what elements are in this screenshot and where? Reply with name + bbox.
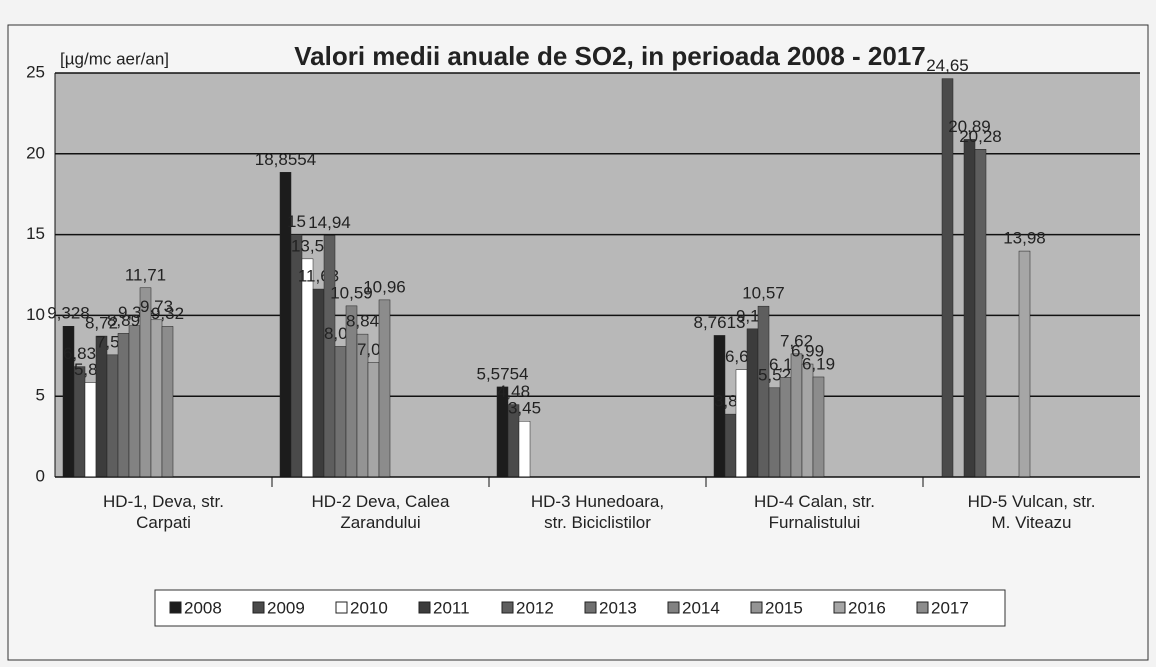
data-label: 13,98 (1003, 229, 1046, 248)
legend-label: 2016 (848, 598, 886, 617)
legend-swatch (252, 601, 265, 614)
bar (95, 335, 108, 478)
legend-swatch (584, 601, 597, 614)
data-label: 14,94 (308, 213, 351, 232)
data-label: 9,328 (47, 304, 90, 323)
bar (724, 413, 737, 478)
y-tick-label: 5 (36, 386, 45, 405)
data-label: 20,28 (959, 127, 1002, 146)
bar (106, 354, 119, 478)
y-tick-label: 25 (26, 62, 45, 81)
legend-swatch (169, 601, 182, 614)
bar (378, 299, 391, 478)
data-label: 9,73 (140, 297, 173, 316)
data-label: 5,5754 (477, 364, 529, 383)
bar (963, 139, 976, 478)
legend-swatch (418, 601, 431, 614)
bar (790, 353, 803, 478)
plot-area (55, 73, 1140, 477)
chart-title: Valori medii anuale de SO2, in perioada … (294, 41, 926, 71)
data-label: 6,19 (802, 354, 835, 373)
y-tick-label: 0 (36, 466, 45, 485)
x-tick-label: HD-3 Hunedoara, str. Biciclistilor (530, 492, 665, 532)
data-label: 9,32 (151, 304, 184, 323)
bar (974, 149, 987, 478)
bar (128, 325, 141, 478)
data-label: 7,62 (780, 331, 813, 350)
legend-label: 2011 (433, 598, 470, 617)
x-tick-label: HD-5 Vulcan, str. M. Viteazu (967, 492, 1096, 532)
bar (367, 362, 380, 478)
y-axis-label: [µg/mc aer/an] (60, 49, 169, 68)
legend-swatch (667, 601, 680, 614)
bar (301, 258, 314, 478)
legend-label: 2015 (765, 598, 803, 617)
bar (768, 387, 781, 478)
bar (334, 346, 347, 478)
legend-label: 2010 (350, 598, 388, 617)
bar (812, 376, 825, 478)
data-label: 8,72 (85, 314, 118, 333)
x-tick-label: HD-1, Deva, str. Carpati (103, 492, 224, 532)
bar (1018, 250, 1031, 478)
bar (735, 369, 748, 478)
bar (84, 382, 97, 478)
bar (518, 420, 531, 478)
data-label: 15 (287, 212, 306, 231)
y-tick-label: 10 (26, 305, 45, 324)
bar (161, 326, 174, 478)
bar (312, 288, 325, 478)
legend-label: 2017 (931, 598, 969, 617)
bar (345, 305, 358, 478)
data-label: 8,7613 (694, 313, 746, 332)
legend-swatch (916, 601, 929, 614)
data-label: 10,57 (742, 284, 785, 303)
bar (323, 235, 336, 478)
data-label: 10,59 (330, 283, 373, 302)
legend-swatch (750, 601, 763, 614)
y-tick-label: 15 (26, 224, 45, 243)
data-label: 6,99 (791, 342, 824, 361)
data-label: 18,8554 (255, 150, 316, 169)
data-label: 13,5 (291, 236, 324, 255)
x-tick-label: HD-2 Deva, Calea Zarandului (311, 492, 450, 532)
data-label: 3,45 (508, 399, 541, 418)
legend-swatch (501, 601, 514, 614)
data-label: 20,89 (948, 117, 991, 136)
legend-label: 2013 (599, 598, 637, 617)
bar (150, 319, 163, 478)
bar (779, 377, 792, 478)
legend-label: 2009 (267, 598, 305, 617)
data-label: 8,89 (107, 311, 140, 330)
legend-label: 2014 (682, 598, 720, 617)
bar (801, 363, 814, 478)
bar (746, 328, 759, 478)
bar (73, 366, 86, 478)
y-tick-label: 20 (26, 143, 45, 162)
data-label: 24,65 (926, 56, 969, 75)
legend-swatch (833, 601, 846, 614)
data-label: 8,84 (346, 312, 379, 331)
data-label: 11,71 (125, 265, 166, 284)
legend-label: 2012 (516, 598, 554, 617)
bar (941, 78, 954, 478)
legend-box (154, 589, 1006, 627)
data-label: 6,83 (63, 344, 96, 363)
x-tick-label: HD-4 Calan, str. Furnalistului (754, 492, 875, 532)
legend-swatch (335, 601, 348, 614)
data-label: 4,48 (497, 382, 530, 401)
bar (117, 333, 130, 478)
legend-label: 2008 (184, 598, 222, 617)
bar (757, 305, 770, 478)
data-label: 10,96 (363, 277, 406, 296)
